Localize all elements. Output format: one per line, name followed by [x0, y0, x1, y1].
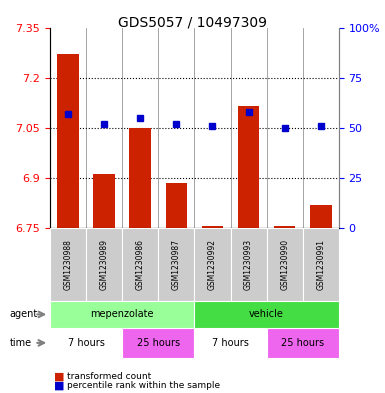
FancyBboxPatch shape — [194, 301, 339, 328]
FancyBboxPatch shape — [50, 301, 194, 328]
FancyBboxPatch shape — [122, 328, 194, 358]
FancyBboxPatch shape — [266, 228, 303, 301]
Text: GSM1230992: GSM1230992 — [208, 239, 217, 290]
Bar — [310, 204, 331, 228]
Text: GSM1230993: GSM1230993 — [244, 239, 253, 290]
Text: 7 hours: 7 hours — [212, 338, 249, 348]
FancyBboxPatch shape — [86, 228, 122, 301]
Bar — [274, 226, 296, 228]
Text: ■: ■ — [54, 371, 64, 382]
Bar — [57, 54, 79, 228]
Text: agent: agent — [10, 309, 38, 320]
Bar — [94, 174, 115, 228]
Bar — [129, 128, 151, 228]
FancyBboxPatch shape — [122, 228, 158, 301]
Bar — [166, 183, 187, 228]
Text: time: time — [10, 338, 32, 348]
FancyBboxPatch shape — [50, 328, 122, 358]
FancyBboxPatch shape — [50, 228, 86, 301]
Text: transformed count: transformed count — [67, 372, 152, 381]
FancyBboxPatch shape — [231, 228, 266, 301]
Text: GSM1230991: GSM1230991 — [316, 239, 325, 290]
Text: GDS5057 / 10497309: GDS5057 / 10497309 — [118, 16, 267, 30]
Text: GSM1230990: GSM1230990 — [280, 239, 289, 290]
FancyBboxPatch shape — [194, 328, 266, 358]
Text: ■: ■ — [54, 381, 64, 391]
Text: 25 hours: 25 hours — [281, 338, 324, 348]
FancyBboxPatch shape — [303, 228, 339, 301]
Text: GSM1230987: GSM1230987 — [172, 239, 181, 290]
Text: mepenzolate: mepenzolate — [90, 309, 154, 320]
FancyBboxPatch shape — [266, 328, 339, 358]
Text: percentile rank within the sample: percentile rank within the sample — [67, 382, 221, 390]
Text: GSM1230988: GSM1230988 — [64, 239, 73, 290]
Text: vehicle: vehicle — [249, 309, 284, 320]
Text: 25 hours: 25 hours — [137, 338, 180, 348]
Text: GSM1230986: GSM1230986 — [136, 239, 145, 290]
Bar — [238, 106, 259, 228]
FancyBboxPatch shape — [158, 228, 194, 301]
Text: GSM1230989: GSM1230989 — [100, 239, 109, 290]
Bar — [202, 226, 223, 228]
Text: 7 hours: 7 hours — [68, 338, 105, 348]
FancyBboxPatch shape — [194, 228, 231, 301]
